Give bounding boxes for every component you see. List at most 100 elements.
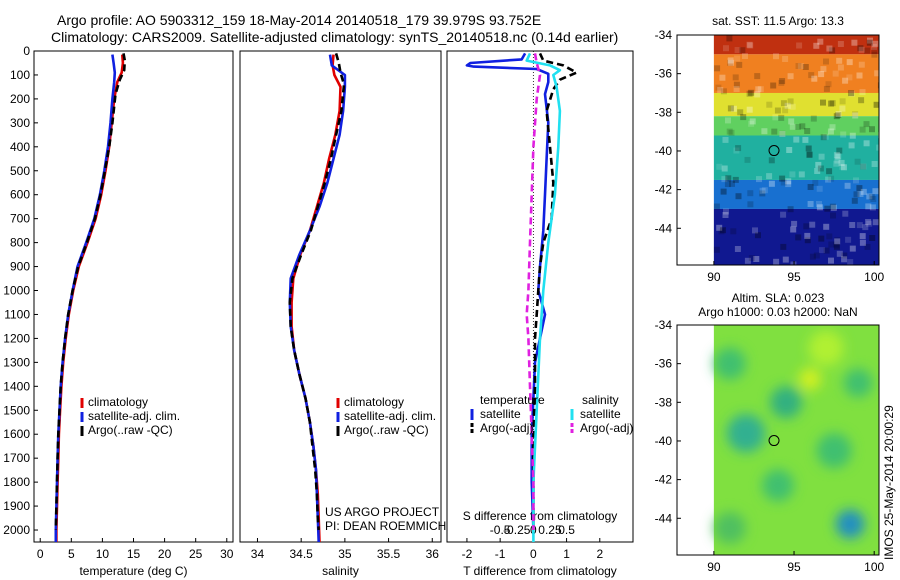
sst-noise: [847, 259, 854, 265]
sst-band-5: [713, 179, 879, 209]
sst-noise: [826, 45, 833, 52]
sst-noise: [815, 161, 822, 168]
climatology-title: Climatology: CARS2009. Satellite-adjuste…: [51, 29, 619, 45]
x-tick-label: 30: [220, 547, 234, 561]
y-tick-label: 0: [23, 44, 30, 58]
legend-header: temperature: [480, 393, 545, 407]
sst-noise: [870, 196, 877, 202]
sst-noise: [717, 87, 724, 93]
sst-noise: [844, 182, 851, 189]
y-tick-label: 1000: [3, 284, 30, 298]
sst-noise: [727, 57, 734, 64]
sst-noise: [735, 145, 742, 152]
sst-noise: [802, 64, 809, 70]
map-frame: [676, 34, 880, 266]
sst-noise: [733, 81, 740, 88]
sst-noise: [835, 153, 842, 160]
sst-noise: [720, 227, 726, 234]
sst-noise: [790, 226, 797, 233]
sst-noise: [839, 105, 846, 112]
sst-noise: [713, 246, 720, 253]
sst-noise: [784, 102, 791, 109]
x-tick-label: 1: [563, 547, 570, 561]
x-axis-label: temperature (deg C): [79, 564, 187, 578]
sst-field: [713, 35, 879, 265]
sst-noise: [802, 136, 809, 143]
sla-blob-7: [835, 509, 865, 539]
sst-noise: [828, 257, 834, 264]
sst-noise: [854, 158, 861, 165]
sst-noise: [755, 232, 761, 239]
sst-noise: [768, 180, 775, 187]
sst-noise: [845, 236, 852, 243]
sst-noise: [873, 101, 879, 108]
sst-noise: [728, 59, 735, 66]
sst-noise: [779, 175, 786, 182]
sst-noise: [729, 180, 735, 187]
sst-noise: [721, 176, 728, 183]
sst-noise: [730, 228, 737, 235]
sst-noise: [782, 107, 789, 114]
y-tick-label: 1600: [3, 427, 30, 441]
sst-noise: [842, 77, 849, 84]
map-y-tick-label: -44: [655, 511, 673, 525]
y-tick-label: 600: [10, 188, 30, 202]
sst-noise: [799, 123, 806, 130]
sst-noise: [808, 72, 815, 79]
sst-noise: [852, 111, 859, 118]
sst-noise: [779, 78, 786, 85]
legend-label: climatology: [344, 395, 404, 409]
sst-noise: [825, 176, 832, 183]
sst-noise: [857, 191, 864, 197]
sst-noise: [732, 176, 739, 183]
sst-noise: [733, 86, 740, 92]
sst-noise: [721, 165, 728, 172]
salinity-panel: 34 34.5 35 35.5 36 salinity climatologysatelli…: [239, 50, 442, 578]
sst-noise: [726, 128, 733, 135]
map-x-tick-label: 100: [864, 270, 884, 284]
sst-noise: [809, 253, 816, 260]
map-x-tick-label: 95: [787, 560, 801, 574]
sst-noise: [838, 159, 845, 166]
series-line-3: [525, 53, 542, 530]
sst-noise: [853, 177, 859, 184]
y-tick-label: 1500: [3, 403, 30, 417]
y-tick-label: 1200: [3, 331, 30, 345]
sst-noise: [794, 124, 801, 130]
sst-noise: [849, 245, 856, 252]
sst-noise: [805, 145, 812, 152]
x-tick-label: 5: [68, 547, 75, 561]
sst-noise: [807, 201, 814, 207]
sst-noise: [858, 97, 865, 104]
map-x-tick-label: 100: [864, 560, 884, 574]
sst-noise: [853, 191, 860, 198]
sst-noise: [869, 204, 876, 211]
x-tick-label: 0: [530, 547, 537, 561]
sst-noise: [818, 71, 825, 78]
sla-blob-9: [798, 367, 822, 391]
sst-noise: [837, 41, 844, 47]
sst-noise: [793, 136, 800, 143]
sst-noise: [852, 112, 859, 119]
y-tick-label: 500: [10, 164, 30, 178]
sla-blob-4: [726, 414, 766, 453]
map-y-tick-label: -34: [655, 318, 673, 332]
x-tick-label: 35: [338, 547, 352, 561]
sst-noise: [752, 227, 758, 234]
sst-noise: [865, 203, 872, 210]
sst-noise: [779, 131, 786, 137]
sst-noise: [718, 228, 725, 235]
sst-noise: [871, 48, 878, 54]
sst-noise: [872, 219, 879, 226]
sst-noise: [813, 252, 820, 259]
sst-noise: [833, 152, 840, 159]
legend-label: Argo(..raw -QC): [88, 423, 173, 437]
sst-noise: [840, 131, 847, 138]
sst-noise: [782, 56, 789, 62]
sst-noise: [863, 121, 870, 128]
sst-noise: [768, 157, 775, 164]
sst-noise: [859, 239, 866, 246]
sst-noise: [865, 219, 872, 225]
sst-noise: [791, 220, 798, 227]
